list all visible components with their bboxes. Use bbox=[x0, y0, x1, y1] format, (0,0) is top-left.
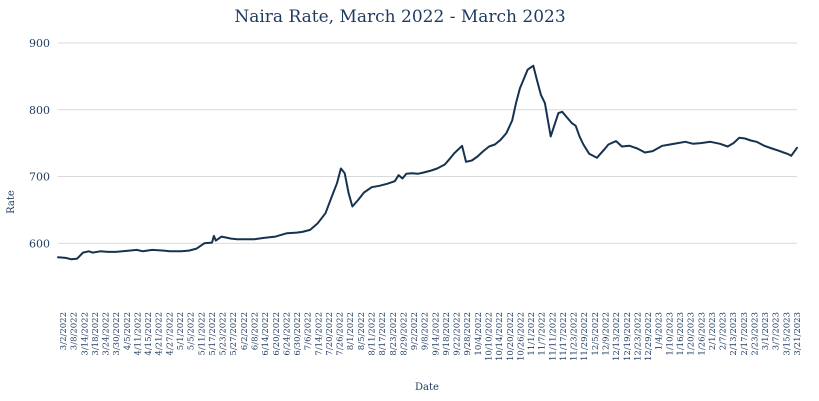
x-tick-label: 5/11/2022 bbox=[197, 312, 207, 356]
x-tick-label: 2/23/2023 bbox=[750, 312, 760, 356]
x-tick-label: 6/8/2022 bbox=[251, 312, 261, 350]
x-tick-label: 5/1/2022 bbox=[176, 312, 186, 350]
x-tick-label: 9/28/2022 bbox=[463, 312, 473, 356]
x-tick-label: 4/15/2022 bbox=[144, 312, 154, 356]
x-tick-label: 12/19/2022 bbox=[623, 312, 633, 361]
x-tick-label: 4/5/2022 bbox=[123, 312, 133, 350]
x-tick-label: 3/2/2022 bbox=[59, 312, 69, 350]
x-tick-label: 5/17/2022 bbox=[208, 312, 218, 356]
x-tick-label: 8/29/2022 bbox=[399, 312, 409, 356]
x-tick-label: 12/5/2022 bbox=[591, 312, 601, 356]
x-tick-label: 7/20/2022 bbox=[325, 312, 335, 356]
naira-rate-line bbox=[57, 64, 798, 261]
x-tick-label: 3/24/2022 bbox=[102, 312, 112, 356]
chart-title: Naira Rate, March 2022 - March 2023 bbox=[234, 7, 565, 27]
x-tick-label: 10/14/2022 bbox=[495, 312, 505, 361]
x-tick-label: 5/5/2022 bbox=[187, 312, 197, 350]
x-tick-label: 4/27/2022 bbox=[165, 312, 175, 356]
x-tick-label: 3/21/2023 bbox=[793, 312, 803, 356]
x-tick-label: 2/13/2023 bbox=[729, 312, 739, 356]
x-tick-label: 3/14/2022 bbox=[80, 312, 90, 356]
x-tick-label: 12/13/2022 bbox=[612, 312, 622, 361]
y-tick-label: 900 bbox=[29, 37, 50, 50]
x-tick-label: 4/11/2022 bbox=[134, 312, 144, 356]
x-tick-label: 7/26/2022 bbox=[336, 312, 346, 356]
x-tick-label: 5/27/2022 bbox=[229, 312, 239, 356]
x-tick-label: 8/1/2022 bbox=[346, 312, 356, 350]
x-tick-label: 9/18/2022 bbox=[442, 312, 452, 356]
y-tick-label: 800 bbox=[29, 104, 50, 117]
x-tick-label: 1/16/2023 bbox=[676, 312, 686, 356]
x-axis-label: Date bbox=[415, 382, 439, 393]
x-tick-label: 12/29/2022 bbox=[644, 312, 654, 361]
gridlines bbox=[58, 42, 797, 244]
x-tick-label: 4/21/2022 bbox=[155, 312, 165, 356]
x-tick-label: 12/23/2022 bbox=[633, 312, 643, 361]
x-tick-label: 11/29/2022 bbox=[580, 312, 590, 361]
x-tick-label: 2/1/2023 bbox=[708, 312, 718, 350]
x-tick-label: 6/2/2022 bbox=[240, 312, 250, 350]
x-tick-label: 1/4/2023 bbox=[655, 312, 665, 350]
x-tick-label: 3/8/2022 bbox=[70, 312, 80, 350]
x-tick-label: 8/11/2022 bbox=[368, 312, 378, 356]
y-axis-label: Rate bbox=[6, 190, 17, 214]
x-tick-label: 11/17/2022 bbox=[559, 312, 569, 361]
x-tick-label: 8/23/2022 bbox=[389, 312, 399, 356]
x-axis-tick-labels: 3/2/2022 3/8/2022 3/14/2022 3/18/2022 3/24/2… bbox=[59, 312, 803, 361]
x-tick-label: 1/26/2023 bbox=[697, 312, 707, 356]
x-tick-label: 1/20/2023 bbox=[687, 312, 697, 356]
y-tick-label: 600 bbox=[29, 237, 50, 250]
x-tick-label: 3/15/2023 bbox=[782, 312, 792, 356]
x-tick-label: 5/23/2022 bbox=[219, 312, 229, 356]
x-tick-label: 10/10/2022 bbox=[485, 312, 495, 361]
y-axis-tick-labels: 600 700 800 900 bbox=[29, 37, 50, 250]
x-tick-label: 3/1/2023 bbox=[761, 312, 771, 350]
x-tick-label: 2/7/2023 bbox=[719, 312, 729, 350]
x-tick-label: 6/20/2022 bbox=[272, 312, 282, 356]
x-tick-label: 10/4/2022 bbox=[474, 312, 484, 356]
x-tick-label: 9/22/2022 bbox=[453, 312, 463, 356]
x-tick-label: 1/10/2023 bbox=[665, 312, 675, 356]
y-tick-label: 700 bbox=[29, 171, 50, 184]
x-tick-label: 2/17/2023 bbox=[740, 312, 750, 356]
x-tick-label: 10/20/2022 bbox=[506, 312, 516, 361]
x-tick-label: 7/14/2022 bbox=[314, 312, 324, 356]
x-tick-label: 11/11/2022 bbox=[548, 312, 558, 361]
x-tick-label: 11/23/2022 bbox=[570, 312, 580, 361]
x-tick-label: 8/17/2022 bbox=[378, 312, 388, 356]
x-tick-label: 9/14/2022 bbox=[431, 312, 441, 356]
x-tick-label: 12/9/2022 bbox=[602, 312, 612, 356]
x-tick-label: 9/8/2022 bbox=[421, 312, 431, 350]
x-tick-label: 9/2/2022 bbox=[410, 312, 420, 350]
x-tick-label: 10/26/2022 bbox=[516, 312, 526, 361]
x-tick-label: 6/24/2022 bbox=[282, 312, 292, 356]
x-tick-label: 6/14/2022 bbox=[261, 312, 271, 356]
x-tick-label: 6/30/2022 bbox=[293, 312, 303, 356]
x-tick-label: 3/18/2022 bbox=[91, 312, 101, 356]
x-tick-label: 3/30/2022 bbox=[112, 312, 122, 356]
x-tick-label: 11/1/2022 bbox=[527, 312, 537, 356]
x-tick-label: 11/7/2022 bbox=[538, 312, 548, 356]
x-tick-label: 8/5/2022 bbox=[357, 312, 367, 350]
x-tick-label: 3/7/2023 bbox=[772, 312, 782, 350]
x-tick-label: 7/6/2022 bbox=[304, 312, 314, 350]
